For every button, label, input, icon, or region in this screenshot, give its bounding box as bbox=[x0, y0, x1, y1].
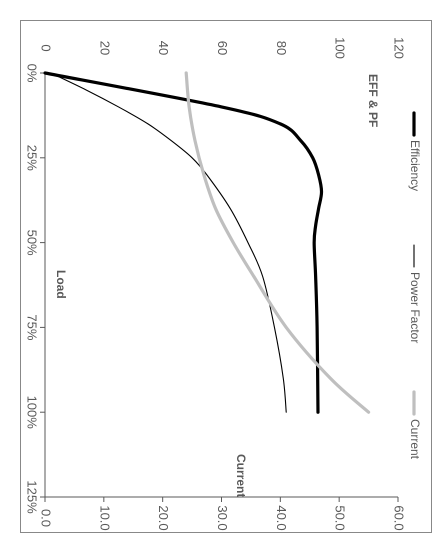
left-axis-tick-label: 40 bbox=[156, 41, 171, 55]
left-axis-tick-label: 0 bbox=[39, 44, 54, 51]
load-tick-label: 50% bbox=[25, 230, 40, 256]
right-axis-tick-label: 10.0 bbox=[97, 505, 112, 530]
left-axis-tick-label: 80 bbox=[274, 41, 289, 55]
left-axis-tick-label: 120 bbox=[392, 37, 407, 59]
legend-label-current: Current bbox=[408, 419, 422, 460]
right-axis-tick-label: 0.0 bbox=[39, 509, 54, 527]
load-tick-label: 125% bbox=[25, 480, 40, 514]
chart-frame bbox=[20, 20, 432, 533]
legend-label-power-factor: Power Factor bbox=[408, 272, 422, 343]
current-axis-title: Current bbox=[234, 454, 248, 497]
left-axis-tick-label: 100 bbox=[333, 37, 348, 59]
efficiency-series-line bbox=[43, 71, 324, 414]
power-factor-series-line bbox=[50, 72, 287, 413]
right-axis-tick-label: 60.0 bbox=[392, 505, 407, 530]
legend-label-efficiency: Efficiency bbox=[408, 140, 422, 191]
load-axis-title: Load bbox=[54, 270, 68, 299]
left-axis-tick-label: 20 bbox=[97, 41, 112, 55]
load-tick-label: 75% bbox=[25, 314, 40, 340]
right-axis-tick-label: 40.0 bbox=[274, 505, 289, 530]
load-tick-label: 25% bbox=[25, 145, 40, 171]
right-axis-tick-label: 30.0 bbox=[215, 505, 230, 530]
left-axis-tick-label: 60 bbox=[215, 41, 230, 55]
load-tick-label: 0% bbox=[25, 64, 40, 83]
current-series-line bbox=[184, 71, 371, 414]
right-axis-tick-label: 50.0 bbox=[333, 505, 348, 530]
chart-title-annotation: EFF & PF bbox=[366, 74, 380, 127]
load-tick-label: 100% bbox=[25, 396, 40, 430]
right-axis-tick-label: 20.0 bbox=[156, 505, 171, 530]
